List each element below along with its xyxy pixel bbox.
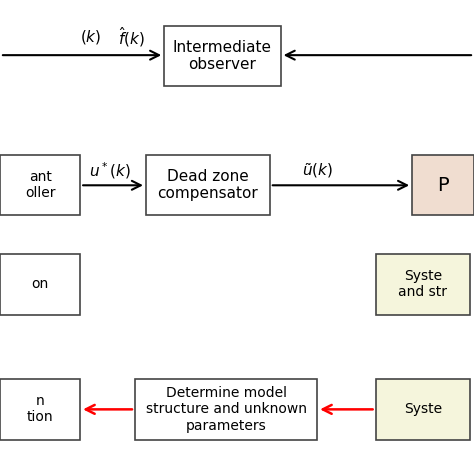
FancyBboxPatch shape <box>0 379 80 439</box>
Text: P: P <box>437 176 449 195</box>
Text: $\hat{f}(k)$: $\hat{f}(k)$ <box>118 25 145 48</box>
Text: Dead zone
compensator: Dead zone compensator <box>157 169 258 201</box>
FancyBboxPatch shape <box>146 155 270 216</box>
Text: on: on <box>31 277 49 292</box>
FancyBboxPatch shape <box>412 155 474 216</box>
FancyBboxPatch shape <box>375 379 470 439</box>
FancyBboxPatch shape <box>0 155 80 216</box>
Text: Syste
and str: Syste and str <box>399 269 447 300</box>
FancyBboxPatch shape <box>164 26 281 86</box>
Text: $(k)$: $(k)$ <box>81 27 102 46</box>
FancyBboxPatch shape <box>375 254 470 315</box>
FancyBboxPatch shape <box>135 379 317 439</box>
Text: ant
oller: ant oller <box>25 170 55 201</box>
Text: Syste: Syste <box>404 402 442 416</box>
Text: Intermediate
observer: Intermediate observer <box>173 40 272 72</box>
Text: $\tilde{u}(k)$: $\tilde{u}(k)$ <box>302 161 333 180</box>
Text: n
tion: n tion <box>27 394 54 424</box>
FancyBboxPatch shape <box>0 254 80 315</box>
Text: Determine model
structure and unknown
parameters: Determine model structure and unknown pa… <box>146 386 307 433</box>
Text: $u^*(k)$: $u^*(k)$ <box>89 160 130 181</box>
